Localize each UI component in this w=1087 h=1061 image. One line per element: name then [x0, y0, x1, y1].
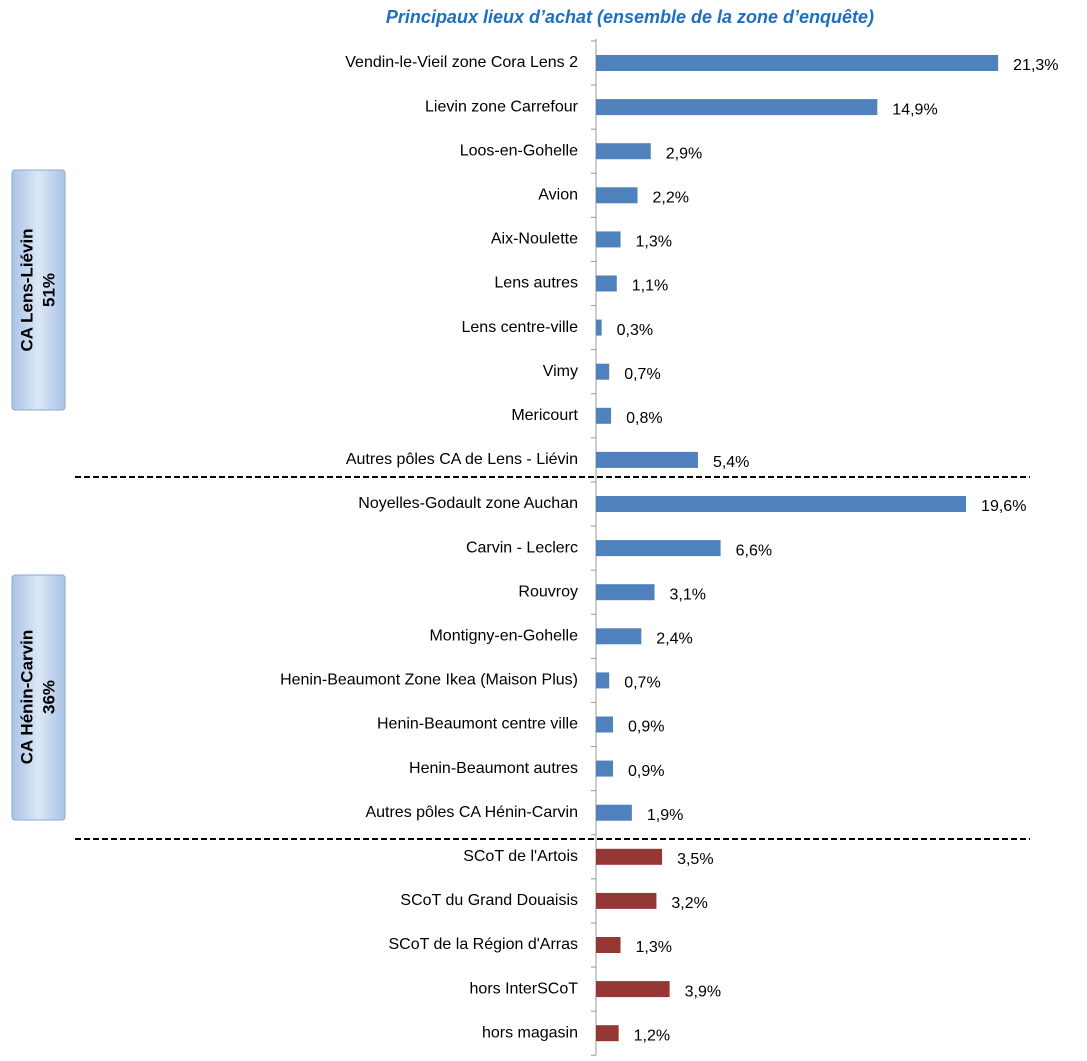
value-label: 3,2% — [671, 895, 707, 912]
category-label: Montigny-en-Gohelle — [429, 628, 578, 645]
bar — [596, 363, 610, 380]
category-label: Vimy — [543, 363, 578, 380]
value-label: 6,6% — [736, 542, 772, 559]
group-box — [11, 574, 66, 821]
bar — [596, 716, 613, 733]
value-label: 0,9% — [628, 763, 664, 780]
category-label: SCoT de l'Artois — [463, 848, 578, 865]
bar — [596, 628, 642, 645]
group-label: CA Lens-Liévin — [17, 228, 36, 351]
value-label: 1,9% — [647, 807, 683, 824]
value-label: 1,2% — [634, 1027, 670, 1044]
category-label: SCoT de la Région d'Arras — [388, 936, 578, 953]
value-label: 0,7% — [624, 675, 660, 692]
bar — [596, 275, 617, 292]
category-label: Aix-Noulette — [491, 231, 578, 248]
value-label: 14,9% — [892, 101, 937, 118]
category-label: Autres pôles CA Hénin-Carvin — [365, 804, 578, 821]
value-label: 0,3% — [617, 322, 653, 339]
value-label: 3,9% — [685, 983, 721, 1000]
group-share: 36% — [39, 680, 58, 714]
bar — [596, 187, 638, 204]
bar — [596, 540, 721, 557]
category-label: Avion — [538, 187, 578, 204]
bar — [596, 760, 613, 777]
category-label: Lens autres — [494, 275, 578, 292]
value-label: 0,7% — [624, 366, 660, 383]
group-box — [11, 169, 66, 411]
value-label: 5,4% — [713, 454, 749, 471]
value-label: 19,6% — [981, 498, 1026, 515]
bar — [596, 143, 651, 160]
category-label: Loos-en-Gohelle — [460, 142, 578, 159]
bar — [596, 319, 602, 336]
bar — [596, 1025, 619, 1042]
category-label: hors magasin — [482, 1024, 578, 1041]
category-label: Rouvroy — [518, 583, 578, 600]
value-label: 2,4% — [656, 631, 692, 648]
category-label: Henin-Beaumont centre ville — [377, 716, 578, 733]
bar — [596, 804, 632, 821]
chart-title: Principaux lieux d’achat (ensemble de la… — [386, 7, 874, 27]
bar — [596, 937, 621, 953]
category-label: Lievin zone Carrefour — [425, 98, 579, 115]
category-label: Noyelles-Godault zone Auchan — [358, 495, 578, 512]
value-label: 0,9% — [628, 719, 664, 736]
bar — [596, 848, 663, 865]
bar — [596, 584, 655, 601]
value-label: 1,3% — [636, 234, 672, 251]
value-label: 21,3% — [1013, 57, 1058, 74]
bar — [596, 672, 610, 689]
category-label: Henin-Beaumont Zone Ikea (Maison Plus) — [280, 672, 578, 689]
value-label: 2,9% — [666, 145, 702, 162]
value-label: 3,1% — [670, 586, 706, 603]
value-label: 2,2% — [653, 190, 689, 207]
bar — [596, 892, 657, 909]
bar — [596, 231, 621, 248]
category-label: SCoT du Grand Douaisis — [400, 892, 578, 909]
group-share: 51% — [39, 273, 58, 307]
category-label: Lens centre-ville — [462, 319, 579, 336]
value-label: 1,3% — [636, 939, 672, 956]
category-label: Carvin - Leclerc — [466, 539, 578, 556]
category-label: Vendin-le-Vieil zone Cora Lens 2 — [345, 54, 578, 71]
bar — [596, 55, 999, 71]
value-label: 3,5% — [677, 851, 713, 868]
category-label: hors InterSCoT — [470, 980, 579, 997]
category-label: Henin-Beaumont autres — [409, 760, 578, 777]
group-label: CA Hénin-Carvin — [17, 630, 36, 764]
bar — [596, 496, 967, 512]
value-label: 0,8% — [626, 410, 662, 427]
bar — [596, 99, 878, 116]
category-label: Autres pôles CA de Lens - Liévin — [346, 451, 578, 468]
bar — [596, 981, 670, 998]
bar — [596, 451, 698, 468]
category-label: Mericourt — [511, 407, 578, 424]
bar — [596, 407, 612, 424]
value-label: 1,1% — [632, 278, 668, 295]
